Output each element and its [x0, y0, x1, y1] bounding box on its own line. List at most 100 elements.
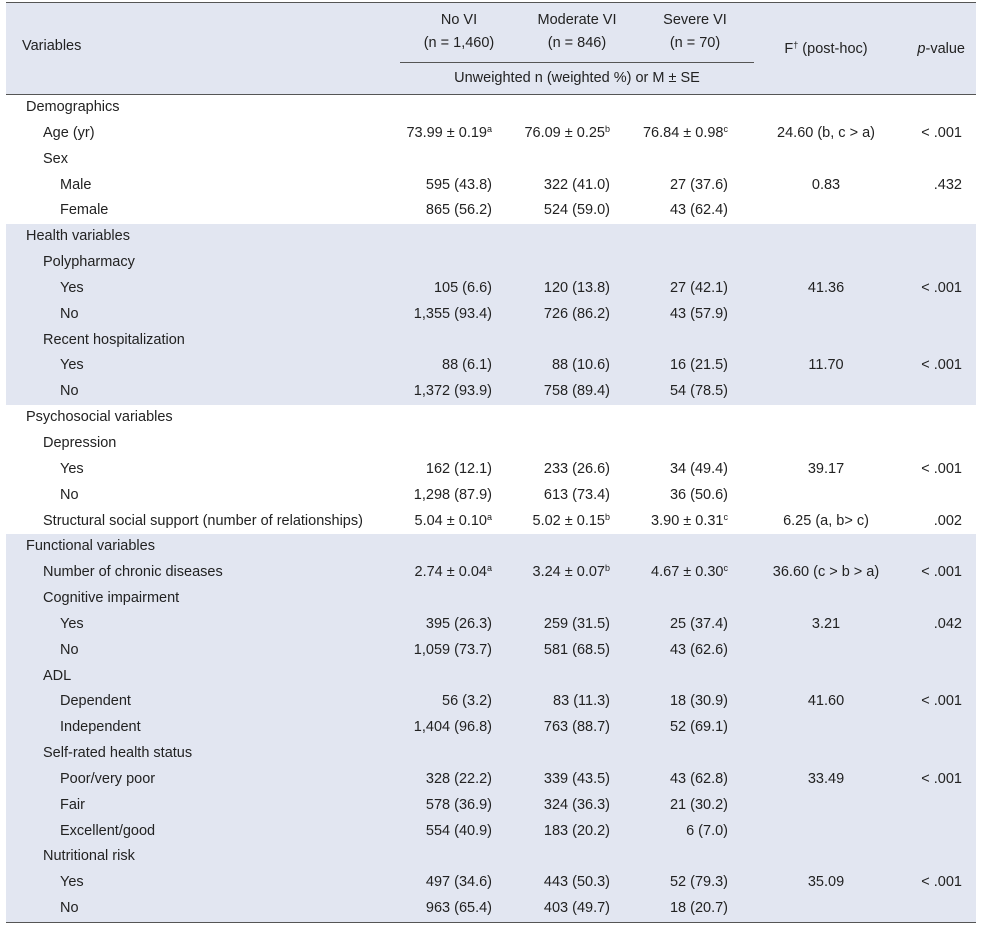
cell-no-vi: 88 (6.1): [442, 353, 492, 379]
category-label: No: [60, 900, 79, 917]
table-row: Yes 88 (6.1) 88 (10.6) 16 (21.5) 11.70 < .001: [6, 353, 976, 380]
cell-no-vi: 1,298 (87.9): [414, 483, 492, 509]
table-row: Sex: [6, 147, 976, 173]
cell-value: 2.74 ± 0.04: [414, 564, 487, 581]
cell-f-statistic: 41.60: [807, 693, 845, 710]
category-label: No: [60, 486, 79, 503]
cell-value: 763 (88.7): [543, 719, 610, 736]
cell-value: 578 (36.9): [425, 796, 492, 813]
cell-no-vi: 5.04 ± 0.10a: [415, 509, 492, 535]
cell-value: 403 (49.7): [543, 900, 610, 917]
section-heading: Demographics: [26, 99, 120, 115]
cell-moderate-vi: 324 (36.3): [544, 793, 610, 819]
cell-moderate-vi: 403 (49.7): [544, 896, 610, 922]
cell-moderate-vi: 88 (10.6): [552, 353, 610, 379]
cell-f-statistic: [750, 431, 902, 457]
cell-value: 54 (78.5): [669, 383, 728, 400]
table-row: Male 595 (43.8) 322 (41.0) 27 (37.6) 0.83 .43…: [6, 173, 976, 199]
cell-no-vi: 105 (6.6): [434, 276, 492, 302]
cell-p-value: < .001: [921, 124, 962, 141]
cell-value: 43 (62.8): [669, 770, 728, 787]
cell-f-statistic: [750, 250, 902, 276]
table-row: Poor/very poor 328 (22.2) 339 (43.5) 43 (62…: [6, 766, 976, 793]
cell-value: 25 (37.4): [669, 615, 728, 632]
cell-value: 1,059 (73.7): [413, 641, 492, 658]
cell-value: 52 (79.3): [669, 874, 728, 891]
cell-f-statistic: [750, 793, 902, 819]
cell-moderate-vi: 524 (59.0): [544, 198, 610, 224]
header-f-dagger: †: [793, 40, 799, 50]
cell-f-statistic: [750, 147, 902, 173]
cell-f-statistic: 24.60 (b, c > a): [777, 124, 875, 141]
cell-f-statistic: 11.70: [808, 357, 844, 374]
table-row: Demographics: [6, 95, 976, 121]
cell-f-statistic: 39.17: [807, 460, 845, 477]
header-variables: Variables: [22, 38, 82, 54]
cell-moderate-vi: 322 (41.0): [544, 173, 610, 199]
table-row: Fair 578 (36.9) 324 (36.3) 21 (30.2): [6, 792, 976, 819]
table-row: Self-rated health status: [6, 741, 976, 767]
cell-value: 3.90 ± 0.31: [651, 512, 724, 529]
table-row: Depression: [6, 431, 976, 457]
table-header: Variables No VI (n = 1,460) Moderate VI …: [6, 2, 976, 95]
cell-value: 865 (56.2): [425, 202, 492, 219]
cell-moderate-vi: 76.09 ± 0.25b: [524, 121, 610, 147]
cell-superscript: c: [723, 563, 729, 574]
cell-value: 88 (6.1): [442, 357, 492, 374]
cell-value: 21 (30.2): [669, 796, 728, 813]
category-label: Yes: [60, 357, 84, 374]
header-group-name: No VI: [440, 12, 478, 28]
cell-value: 581 (68.5): [543, 641, 610, 658]
cell-superscript: c: [723, 123, 729, 134]
cell-severe-vi: 18 (20.7): [670, 896, 728, 922]
cell-f-statistic: [750, 715, 902, 741]
variable-label: ADL: [43, 667, 72, 684]
cell-value: 36 (50.6): [669, 486, 728, 503]
cell-no-vi: 497 (34.6): [426, 870, 492, 896]
cell-f-statistic: [750, 586, 902, 612]
header-p-value: p-value: [917, 38, 965, 61]
cell-superscript: b: [604, 511, 610, 522]
section-heading: Psychosocial variables: [26, 409, 173, 426]
category-label: No: [60, 383, 79, 400]
cell-value: 4.67 ± 0.30: [651, 564, 724, 581]
cell-f-statistic: 33.49: [807, 770, 845, 787]
cell-moderate-vi: 259 (31.5): [544, 612, 610, 638]
category-label: Dependent: [60, 693, 131, 710]
cell-p-value: < .001: [921, 874, 962, 891]
cell-moderate-vi: 443 (50.3): [544, 870, 610, 896]
cell-superscript: b: [604, 123, 610, 134]
table-row: No 1,372 (93.9) 758 (89.4) 54 (78.5): [6, 379, 976, 406]
cell-f-statistic: [750, 483, 902, 509]
cell-value: 43 (62.6): [669, 641, 728, 658]
variable-label: Recent hospitalization: [43, 331, 185, 348]
cell-value: 27 (37.6): [669, 176, 728, 193]
cell-value: 105 (6.6): [433, 279, 492, 296]
variable-label: Sex: [43, 150, 68, 167]
cell-severe-vi: 43 (62.4): [670, 198, 728, 224]
cell-f-statistic: 41.36: [807, 279, 845, 296]
cell-value: 6 (7.0): [686, 822, 728, 839]
category-label: Yes: [60, 460, 84, 477]
cell-f-statistic: [750, 819, 902, 845]
cell-value: 3.24 ± 0.07: [532, 564, 605, 581]
table-row: Polypharmacy: [6, 250, 976, 276]
cell-p-value: .002: [933, 512, 962, 529]
cell-severe-vi: 36 (50.6): [670, 483, 728, 509]
category-label: Fair: [60, 796, 85, 813]
cell-p-value: < .001: [921, 770, 962, 787]
cell-value: 162 (12.1): [425, 460, 492, 477]
cell-f-statistic: [750, 328, 902, 354]
cell-f-statistic: [750, 844, 902, 870]
variable-label: Number of chronic diseases: [43, 564, 223, 581]
cell-severe-vi: 21 (30.2): [670, 793, 728, 819]
cell-p-value: < .001: [921, 460, 962, 477]
cell-value: 16 (21.5): [669, 357, 728, 374]
cell-value: 339 (43.5): [543, 770, 610, 787]
cell-value: 183 (20.2): [543, 822, 610, 839]
cell-value: 1,298 (87.9): [413, 486, 492, 503]
cell-value: 324 (36.3): [543, 796, 610, 813]
header-group-n: (n = 70): [669, 35, 721, 51]
cell-value: 43 (62.4): [669, 202, 728, 219]
cell-value: 5.04 ± 0.10: [414, 512, 487, 529]
